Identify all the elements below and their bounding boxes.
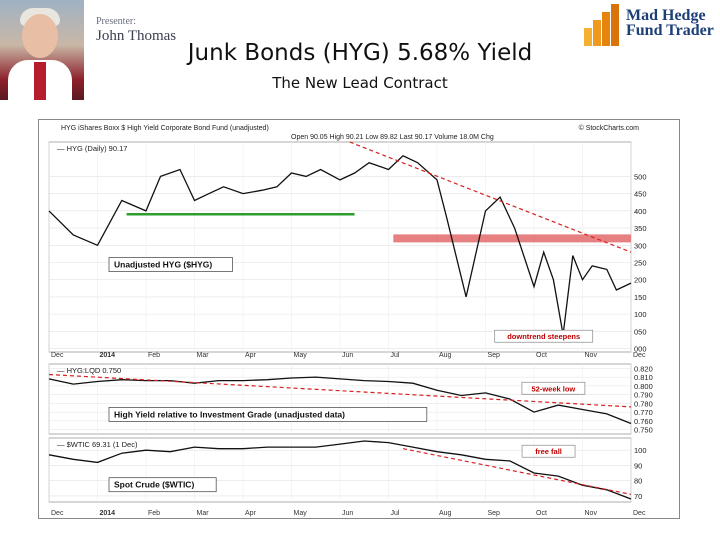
series-legend: — HYG:LQD 0.750	[57, 366, 121, 375]
slide-subtitle: The New Lead Contract	[272, 74, 448, 92]
y-tick-label: 350	[634, 224, 647, 233]
y-tick-label: 400	[634, 207, 647, 216]
y-tick-label: 200	[634, 276, 647, 285]
trendline	[48, 373, 632, 408]
label-box-text: Spot Crude ($WTIC)	[114, 480, 194, 490]
annotation-box	[521, 381, 586, 395]
y-tick-label: 450	[634, 190, 647, 199]
y-tick-label: 0.770	[634, 408, 653, 417]
presenter-name: John Thomas	[96, 28, 177, 44]
annotation-box	[494, 329, 594, 343]
x-tick-label: Dec	[51, 352, 64, 359]
label-box-text: High Yield relative to Investment Grade …	[114, 409, 345, 419]
x-tick-label: Dec	[633, 352, 646, 359]
series-legend: — HYG (Daily) 90.17	[57, 144, 127, 153]
y-tick-label: 0.760	[634, 417, 653, 426]
x-tick-label: Nov	[585, 352, 598, 359]
presenter-photo	[0, 0, 84, 100]
chart-frame: HYG iShares Boxx $ High Yield Corporate …	[38, 119, 680, 519]
logo-bars-icon	[584, 4, 619, 46]
y-tick-label: 90	[634, 461, 642, 470]
logo-text: Mad Hedge Fund Trader	[626, 7, 714, 39]
x-tick-label: Dec	[51, 510, 64, 517]
label-box	[108, 477, 217, 493]
annotation-text: downtrend steepens	[507, 332, 580, 341]
chart-source: © StockCharts.com	[579, 124, 640, 132]
y-tick-label: 0.780	[634, 399, 653, 408]
trendline	[402, 448, 632, 495]
y-tick-label: 0.750	[634, 426, 653, 435]
y-tick-label: 70	[634, 492, 642, 501]
y-tick-label: 80	[634, 477, 642, 486]
x-tick-label: Apr	[245, 510, 257, 517]
x-tick-label: Jul	[391, 510, 400, 517]
y-tick-label: 0.790	[634, 391, 653, 400]
resistance-band	[393, 234, 631, 243]
x-tick-label: Oct	[536, 352, 547, 359]
x-tick-label: Aug	[439, 352, 452, 359]
annotation-box	[521, 444, 576, 458]
x-tick-label: Apr	[245, 352, 257, 359]
x-tick-label: Jun	[342, 352, 353, 359]
presenter-face	[22, 14, 58, 58]
chart-header-line1: HYG iShares Boxx $ High Yield Corporate …	[61, 125, 269, 132]
series-line	[48, 376, 632, 425]
x-tick-label: 2014	[100, 352, 116, 359]
y-tick-label: 300	[634, 241, 647, 250]
y-tick-label: 500	[634, 172, 647, 181]
y-tick-label: 250	[634, 258, 647, 267]
y-tick-label: 0.820	[634, 364, 653, 373]
y-tick-label: 0.810	[634, 373, 653, 382]
x-tick-label: May	[294, 510, 308, 517]
presenter-label: Presenter:	[96, 16, 136, 27]
x-tick-label: May	[294, 352, 308, 359]
x-tick-label: Sep	[488, 510, 501, 517]
y-tick-label: 100	[634, 310, 647, 319]
x-tick-label: Oct	[536, 510, 547, 517]
presenter-tie	[34, 62, 46, 100]
series-line	[48, 440, 632, 500]
x-tick-label: Nov	[585, 510, 598, 517]
y-tick-label: 150	[634, 293, 647, 302]
y-tick-label: 050	[634, 327, 647, 336]
y-tick-label: 100	[634, 446, 647, 455]
x-tick-label: Sep	[488, 352, 501, 359]
trendline	[349, 141, 632, 253]
x-tick-label: Jun	[342, 510, 353, 517]
x-tick-label: Mar	[197, 352, 210, 359]
series-line	[48, 155, 632, 335]
x-tick-label: Aug	[439, 510, 452, 517]
x-tick-label: Dec	[633, 510, 646, 517]
x-tick-label: Jul	[391, 352, 400, 359]
chart-header-line2: Open 90.05 High 90.21 Low 89.82 Last 90.…	[291, 134, 494, 141]
label-box	[108, 257, 233, 272]
x-tick-label: Feb	[148, 510, 160, 517]
slide-title: Junk Bonds (HYG) 5.68% Yield	[187, 40, 533, 66]
x-tick-label: Feb	[148, 352, 160, 359]
x-tick-label: 2014	[100, 510, 116, 517]
label-box	[108, 406, 428, 422]
y-tick-label: 000	[634, 345, 647, 354]
x-tick-label: Mar	[197, 510, 210, 517]
chart-svg: HYG iShares Boxx $ High Yield Corporate …	[48, 124, 653, 517]
y-tick-label: 0.800	[634, 382, 653, 391]
annotation-text: free fall	[535, 447, 562, 456]
label-box-text: Unadjusted HYG ($HYG)	[114, 260, 212, 270]
annotation-text: 52-week low	[532, 384, 576, 393]
series-legend: — $WTIC 69.31 (1 Dec)	[57, 440, 138, 449]
